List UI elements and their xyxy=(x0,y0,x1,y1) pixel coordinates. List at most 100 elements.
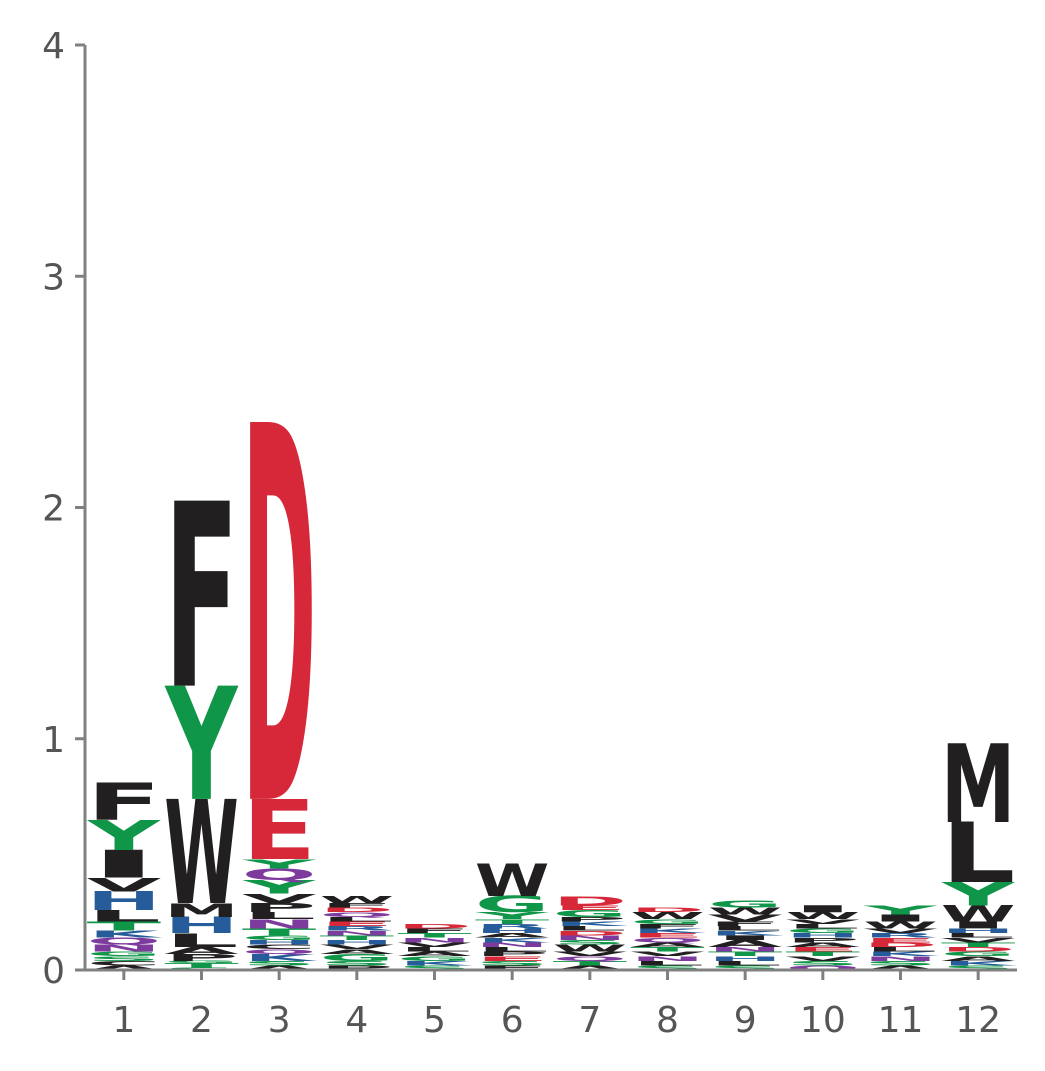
logo-glyph-E: E xyxy=(786,946,861,953)
logo-glyph-A: A xyxy=(87,964,162,971)
y-tick-label: 0 xyxy=(42,951,65,992)
logo-glyph-I: I xyxy=(708,934,783,941)
logo-glyph-V: V xyxy=(630,950,705,957)
logo-glyph-W: W xyxy=(941,901,1016,927)
logo-glyph-L: L xyxy=(164,929,239,951)
logo-glyph-D: D xyxy=(320,906,395,913)
logo-glyph-Y: Y xyxy=(242,856,316,871)
logo-glyph-S: S xyxy=(630,964,705,971)
logo-glyph-S: S xyxy=(708,964,783,971)
logo-glyph-Q: Q xyxy=(786,964,861,971)
logo-glyph-F: F xyxy=(397,927,472,934)
logo-glyph-E: E xyxy=(320,920,395,927)
logo-glyph-M: M xyxy=(941,722,1016,847)
logo-glyph-E: E xyxy=(475,955,550,962)
logo-glyph-Y: Y xyxy=(863,903,937,918)
logo-glyph-M: M xyxy=(164,899,239,921)
logo-glyph-R: R xyxy=(863,932,938,939)
logo-glyph-N: N xyxy=(863,955,938,962)
logo-glyph-D: D xyxy=(941,946,1016,953)
logo-glyph-T: T xyxy=(320,934,395,941)
logo-glyph-G: G xyxy=(553,908,628,919)
logo-glyph-G: G xyxy=(630,918,705,925)
logo-glyph-L: L xyxy=(630,959,705,966)
x-tick-label: 1 xyxy=(112,1000,135,1041)
logo-glyph-V: V xyxy=(553,950,628,957)
x-tick-label: 7 xyxy=(578,1000,601,1041)
logo-glyph-A: A xyxy=(397,950,472,957)
logo-glyph-W: W xyxy=(164,771,239,937)
logo-glyph-W: W xyxy=(708,906,783,917)
logo-glyph-L: L xyxy=(320,916,395,923)
logo-glyph-V: V xyxy=(87,874,162,896)
logo-glyph-G: G xyxy=(475,892,550,918)
logo-glyph-L: L xyxy=(553,925,628,932)
logo-glyph-F: F xyxy=(87,773,162,832)
logo-glyph-G: G xyxy=(320,952,395,963)
logo-glyph-H: H xyxy=(164,913,239,939)
logo-glyph-A: A xyxy=(475,932,550,939)
y-tick-label: 1 xyxy=(42,720,65,761)
logo-glyph-N: N xyxy=(475,941,550,948)
logo-glyph-T: T xyxy=(87,919,162,934)
logo-glyph-P: P xyxy=(242,901,317,916)
logo-glyph-G: G xyxy=(941,950,1016,957)
logo-glyph-H: H xyxy=(87,887,162,916)
logo-glyph-Q: Q xyxy=(242,865,317,883)
logo-glyph-K: K xyxy=(632,927,707,934)
logo-glyph-D: D xyxy=(242,320,317,922)
logo-glyph-L: L xyxy=(475,946,550,953)
logo-glyph-V: V xyxy=(863,927,938,934)
logo-glyph-V: V xyxy=(786,918,861,925)
logo-glyph-N: N xyxy=(320,929,395,936)
x-tick-label: 2 xyxy=(190,1000,213,1041)
logo-glyph-I: I xyxy=(863,913,938,924)
logo-glyph-Y: Y xyxy=(475,910,550,921)
logo-glyph-S: S xyxy=(553,939,628,946)
logo-glyph-Y: Y xyxy=(164,655,239,836)
x-tick-label: 4 xyxy=(345,1000,368,1041)
logo-glyph-H: H xyxy=(475,927,550,934)
logo-glyph-G: G xyxy=(242,934,317,941)
logo-glyph-I: I xyxy=(786,903,861,914)
logo-glyph-G: G xyxy=(87,950,162,957)
logo-glyph-T: T xyxy=(475,918,550,925)
logo-glyph-A: A xyxy=(164,945,239,956)
x-tick-label: 6 xyxy=(501,1000,524,1041)
logo-glyph-Y: Y xyxy=(87,811,161,859)
logo-glyph-K: K xyxy=(942,960,1017,967)
logo-glyph-V: V xyxy=(708,913,783,924)
logo-glyph-K: K xyxy=(865,950,940,957)
logo-glyph-K: K xyxy=(476,936,551,943)
logo-glyph-P: P xyxy=(164,952,239,963)
logo-glyph-L: L xyxy=(863,946,938,953)
logo-glyph-D: D xyxy=(553,930,628,937)
logo-glyph-A: A xyxy=(242,964,317,971)
logo-glyph-I: I xyxy=(87,842,162,886)
logo-glyph-P: P xyxy=(320,964,395,971)
logo-glyph-stacks: ACSGNQKTLHVIYFSTGPALHMWYFASKQCHGTNLPVYQY… xyxy=(87,320,1018,972)
logo-glyph-P: P xyxy=(786,936,861,943)
logo-glyph-V: V xyxy=(397,941,472,948)
logo-glyph-N: N xyxy=(553,934,628,941)
x-tick-label: 10 xyxy=(800,1000,846,1041)
logo-glyph-W: W xyxy=(475,856,550,907)
y-tick-label: 2 xyxy=(42,489,65,530)
logo-glyph-K: K xyxy=(244,952,319,963)
logo-glyph-C: C xyxy=(242,943,317,950)
logo-glyph-L: L xyxy=(87,907,162,925)
x-tick-label: 5 xyxy=(423,1000,446,1041)
logo-glyph-E: E xyxy=(553,904,628,911)
logo-glyph-A: A xyxy=(320,948,395,955)
logo-glyph-Q: Q xyxy=(553,955,628,962)
logo-glyph-A: A xyxy=(708,938,783,949)
logo-glyph-A: A xyxy=(630,941,705,948)
logo-glyph-K: K xyxy=(88,929,163,940)
logo-glyph-V: V xyxy=(941,936,1016,943)
